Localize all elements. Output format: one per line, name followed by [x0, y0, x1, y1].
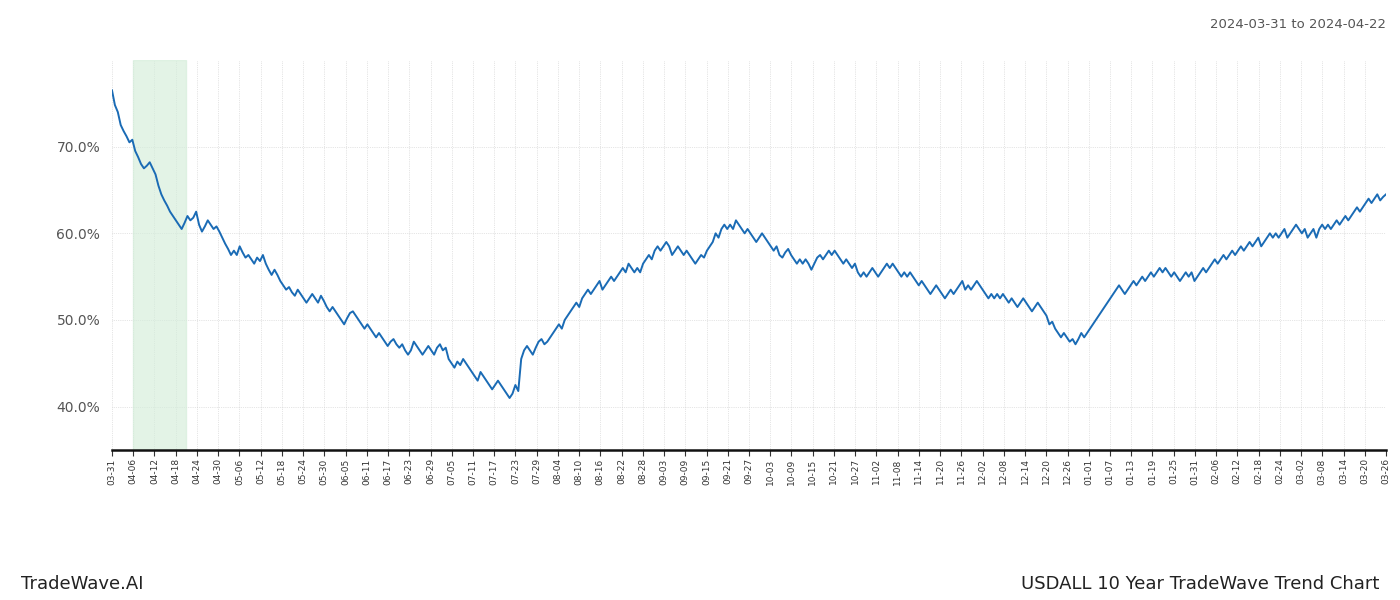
- Bar: [133, 60, 186, 450]
- Text: USDALL 10 Year TradeWave Trend Chart: USDALL 10 Year TradeWave Trend Chart: [1021, 575, 1379, 593]
- Text: TradeWave.AI: TradeWave.AI: [21, 575, 143, 593]
- Text: 2024-03-31 to 2024-04-22: 2024-03-31 to 2024-04-22: [1210, 18, 1386, 31]
